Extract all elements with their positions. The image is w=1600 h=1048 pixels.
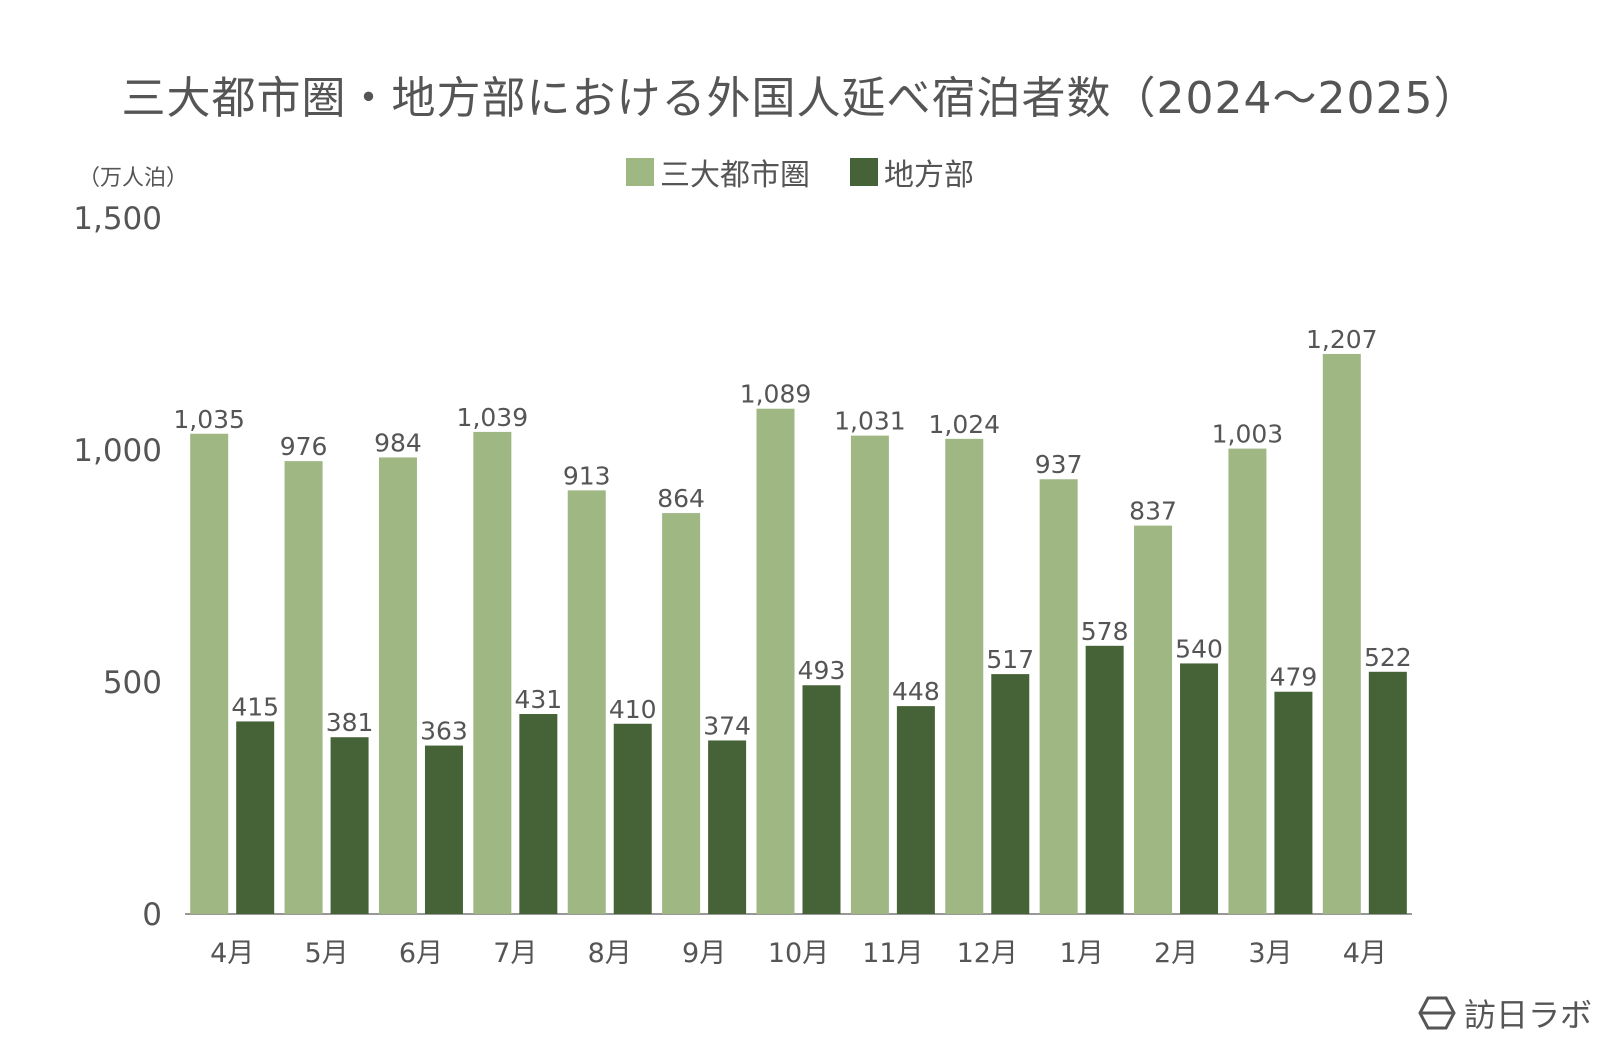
legend-label-regional: 地方部 xyxy=(884,158,974,193)
data-label-regional: 363 xyxy=(420,717,468,746)
bar-metro xyxy=(1322,353,1361,914)
legend: 三大都市圏 地方部 xyxy=(0,150,1600,194)
data-label-metro: 837 xyxy=(1129,497,1177,526)
bar-metro xyxy=(473,431,512,914)
bar-metro xyxy=(662,513,701,914)
bar-regional xyxy=(1274,691,1313,914)
legend-label-metro: 三大都市圏 xyxy=(660,158,810,193)
bar-metro xyxy=(567,490,606,914)
bar-regional xyxy=(424,745,463,914)
y-axis-unit-label: （万人泊） xyxy=(78,166,189,191)
data-label-regional: 540 xyxy=(1175,634,1223,663)
data-label-regional: 374 xyxy=(703,711,751,740)
x-tick-label: 4月 xyxy=(210,938,254,969)
data-label-regional: 479 xyxy=(1270,663,1318,692)
x-tick-label: 3月 xyxy=(1248,938,1292,969)
data-label-metro: 976 xyxy=(280,432,328,461)
bar-regional xyxy=(991,674,1030,914)
bar-metro xyxy=(284,461,323,914)
y-tick-label: 1,500 xyxy=(73,201,162,237)
x-tick-label: 6月 xyxy=(399,938,443,969)
bar-regional xyxy=(613,723,652,914)
data-label-metro: 1,089 xyxy=(740,380,812,409)
bar-regional xyxy=(802,685,841,914)
bar-regional xyxy=(236,721,275,914)
x-tick-label: 10月 xyxy=(768,938,829,969)
data-label-metro: 984 xyxy=(374,428,422,457)
data-label-metro: 1,031 xyxy=(834,407,906,436)
data-label-metro: 1,024 xyxy=(928,410,1000,439)
bar-metro xyxy=(850,435,889,914)
data-label-metro: 937 xyxy=(1035,450,1083,479)
legend-item-regional: 地方部 xyxy=(850,150,974,194)
bar-regional xyxy=(1368,671,1407,914)
x-tick-label: 5月 xyxy=(304,938,348,969)
y-tick-label: 0 xyxy=(142,897,162,933)
x-tick-label: 7月 xyxy=(493,938,537,969)
bar-metro xyxy=(1228,448,1267,914)
bar-regional xyxy=(896,706,935,914)
brand-logo: 訪日ラボ xyxy=(1418,990,1592,1036)
brand-text: 訪日ラボ xyxy=(1464,996,1593,1034)
bar-metro xyxy=(945,438,984,914)
data-label-regional: 431 xyxy=(514,685,562,714)
data-label-metro: 864 xyxy=(657,484,705,513)
bar-regional xyxy=(519,714,558,914)
bar-metro xyxy=(190,433,229,914)
x-tick-label: 1月 xyxy=(1060,938,1104,969)
y-tick-label: 1,000 xyxy=(73,433,162,469)
data-label-regional: 381 xyxy=(326,708,374,737)
bar-regional xyxy=(708,740,747,914)
bar-metro xyxy=(1134,525,1173,914)
x-tick-label: 2月 xyxy=(1154,938,1198,969)
bar-regional xyxy=(1180,663,1219,914)
legend-swatch-regional xyxy=(850,158,878,186)
x-tick-label: 11月 xyxy=(862,938,923,969)
x-tick-label: 8月 xyxy=(588,938,632,969)
data-label-regional: 517 xyxy=(986,645,1034,674)
bar-metro xyxy=(756,408,795,914)
data-label-regional: 410 xyxy=(609,695,657,724)
bar-metro xyxy=(378,457,417,914)
data-label-regional: 522 xyxy=(1364,643,1412,672)
data-label-metro: 1,039 xyxy=(457,403,529,432)
bar-metro xyxy=(1039,479,1078,914)
hexagon-logo-icon xyxy=(1418,996,1456,1030)
bar-regional xyxy=(330,737,369,914)
bar-regional xyxy=(1085,645,1124,914)
data-label-regional: 415 xyxy=(231,692,279,721)
y-tick-label: 500 xyxy=(103,665,162,701)
x-tick-label: 12月 xyxy=(957,938,1018,969)
data-label-regional: 578 xyxy=(1081,617,1129,646)
x-tick-label: 9月 xyxy=(682,938,726,969)
data-label-metro: 1,207 xyxy=(1306,325,1378,354)
data-label-regional: 493 xyxy=(798,656,846,685)
legend-item-metro: 三大都市圏 xyxy=(626,150,810,194)
legend-swatch-metro xyxy=(626,158,654,186)
chart-title: 三大都市圏・地方部における外国人延べ宿泊者数（2024〜2025） xyxy=(121,73,1479,124)
data-label-metro: 913 xyxy=(563,461,611,490)
data-label-metro: 1,003 xyxy=(1212,420,1284,449)
data-label-metro: 1,035 xyxy=(173,405,245,434)
x-tick-label: 4月 xyxy=(1343,938,1387,969)
data-label-regional: 448 xyxy=(892,677,940,706)
